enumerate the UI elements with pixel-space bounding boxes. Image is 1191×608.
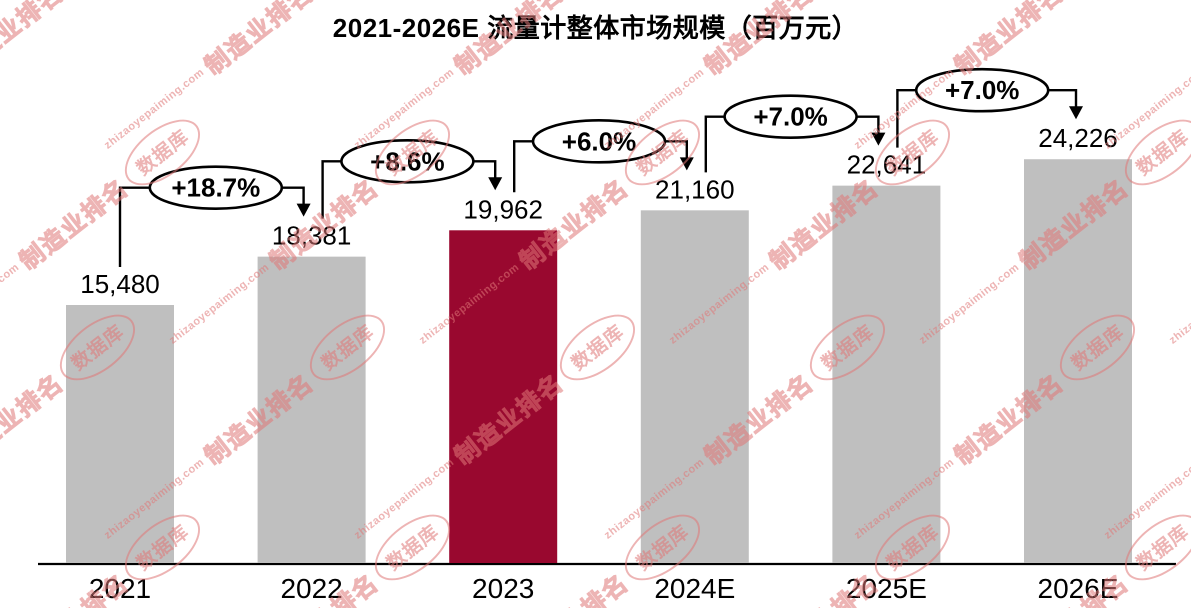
- value-label-2023: 19,962: [463, 194, 543, 224]
- growth-connector-out: [1048, 89, 1078, 109]
- axis-label-2022: 2022: [280, 573, 342, 604]
- axis-label-2021: 2021: [89, 573, 151, 604]
- axis-label-2023: 2023: [472, 573, 534, 604]
- bar-2024E: [640, 210, 749, 564]
- growth-connector-in: [321, 160, 342, 219]
- bar-2025E: [832, 185, 941, 563]
- bar-2026E: [1024, 159, 1132, 563]
- down-arrow-icon: [488, 177, 503, 191]
- growth-label: +8.6%: [370, 146, 444, 176]
- axis-label-2026E: 2026E: [1038, 573, 1119, 604]
- growth-connector-in: [118, 186, 150, 267]
- growth-connector-out: [281, 186, 305, 206]
- growth-label: +7.0%: [945, 75, 1019, 105]
- growth-connector-in: [513, 140, 533, 193]
- growth-connector-out: [856, 115, 880, 135]
- down-arrow-icon: [871, 132, 886, 146]
- bar-2023: [449, 230, 558, 564]
- down-arrow-icon: [1069, 106, 1083, 120]
- value-label-2024E: 21,160: [655, 174, 735, 204]
- value-label-2022: 18,381: [272, 221, 352, 251]
- growth-connector-in: [896, 89, 917, 148]
- bar-2022: [257, 256, 366, 563]
- growth-connector-out: [665, 140, 688, 160]
- growth-connector-out: [473, 160, 497, 180]
- growth-connector-in: [704, 115, 725, 173]
- axis-label-2025E: 2025E: [846, 573, 927, 604]
- value-label-2026E: 24,226: [1038, 123, 1118, 153]
- growth-label: +18.7%: [171, 173, 260, 203]
- value-label-2021: 15,480: [80, 269, 160, 299]
- growth-label: +6.0%: [562, 126, 636, 156]
- value-label-2025E: 22,641: [847, 150, 927, 180]
- growth-label: +7.0%: [753, 102, 827, 132]
- down-arrow-icon: [296, 203, 311, 217]
- down-arrow-icon: [679, 157, 694, 171]
- bar-2021: [66, 305, 174, 563]
- chart-title: 2021-2026E 流量计整体市场规模（百万元）: [332, 13, 859, 43]
- axis-label-2024E: 2024E: [654, 573, 735, 604]
